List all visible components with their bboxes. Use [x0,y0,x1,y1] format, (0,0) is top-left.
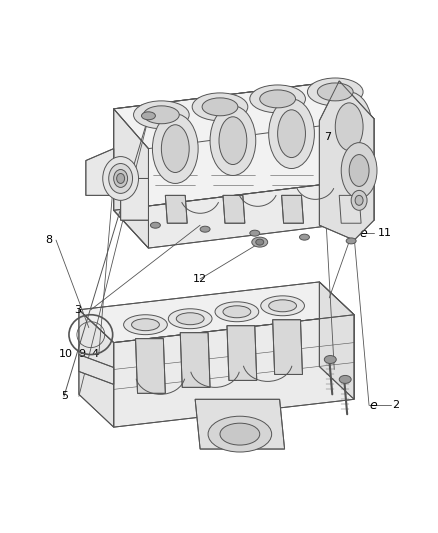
Ellipse shape [215,302,259,322]
Polygon shape [195,399,285,449]
Ellipse shape [220,423,260,445]
Ellipse shape [117,173,124,183]
Polygon shape [135,338,165,393]
Ellipse shape [192,93,248,121]
Ellipse shape [250,85,305,113]
Ellipse shape [103,157,138,200]
Text: 9: 9 [78,349,85,359]
Ellipse shape [150,222,160,228]
Ellipse shape [210,106,256,175]
Ellipse shape [339,375,351,383]
Polygon shape [319,81,374,240]
Polygon shape [319,282,354,399]
Text: 12: 12 [192,273,206,284]
Polygon shape [165,196,187,223]
Ellipse shape [351,190,367,211]
Ellipse shape [326,92,372,161]
Polygon shape [79,354,114,384]
Ellipse shape [341,143,377,198]
Text: 8: 8 [45,235,52,245]
Ellipse shape [252,237,268,247]
Ellipse shape [109,164,133,193]
Text: 5: 5 [61,391,68,401]
Text: 10: 10 [58,349,72,359]
Ellipse shape [250,230,260,236]
Ellipse shape [307,78,363,106]
Polygon shape [227,326,257,381]
Text: e: e [360,227,367,240]
Ellipse shape [141,112,155,120]
Polygon shape [79,282,354,343]
Ellipse shape [168,309,212,329]
Ellipse shape [318,83,353,101]
Polygon shape [114,109,148,248]
Ellipse shape [278,110,305,158]
Ellipse shape [144,106,179,124]
Polygon shape [223,196,245,223]
Ellipse shape [124,315,167,335]
Ellipse shape [131,319,159,330]
Ellipse shape [202,98,238,116]
Polygon shape [273,320,303,375]
Ellipse shape [152,114,198,183]
Ellipse shape [134,101,189,129]
Text: 11: 11 [378,228,392,238]
Ellipse shape [176,313,204,325]
Polygon shape [114,182,374,248]
Ellipse shape [349,155,369,187]
Polygon shape [282,196,304,223]
Ellipse shape [223,306,251,318]
Ellipse shape [268,300,297,312]
Text: 7: 7 [324,132,332,142]
Polygon shape [114,81,339,211]
Text: e: e [370,399,378,412]
Polygon shape [339,81,374,220]
Polygon shape [339,196,361,223]
Ellipse shape [324,356,336,364]
Ellipse shape [335,103,363,151]
Ellipse shape [268,99,314,168]
Ellipse shape [114,169,127,188]
Ellipse shape [346,238,356,244]
Ellipse shape [300,234,309,240]
Polygon shape [180,333,210,387]
Text: 4: 4 [92,349,99,359]
Ellipse shape [219,117,247,165]
Polygon shape [114,315,354,427]
Ellipse shape [161,125,189,173]
Ellipse shape [261,296,304,316]
Polygon shape [86,149,148,220]
Ellipse shape [208,416,272,452]
Ellipse shape [260,90,296,108]
Ellipse shape [355,196,363,205]
Text: 3: 3 [74,305,81,315]
Ellipse shape [256,239,264,245]
Ellipse shape [200,226,210,232]
Text: 2: 2 [392,400,399,410]
Polygon shape [79,310,114,427]
Polygon shape [114,81,374,149]
